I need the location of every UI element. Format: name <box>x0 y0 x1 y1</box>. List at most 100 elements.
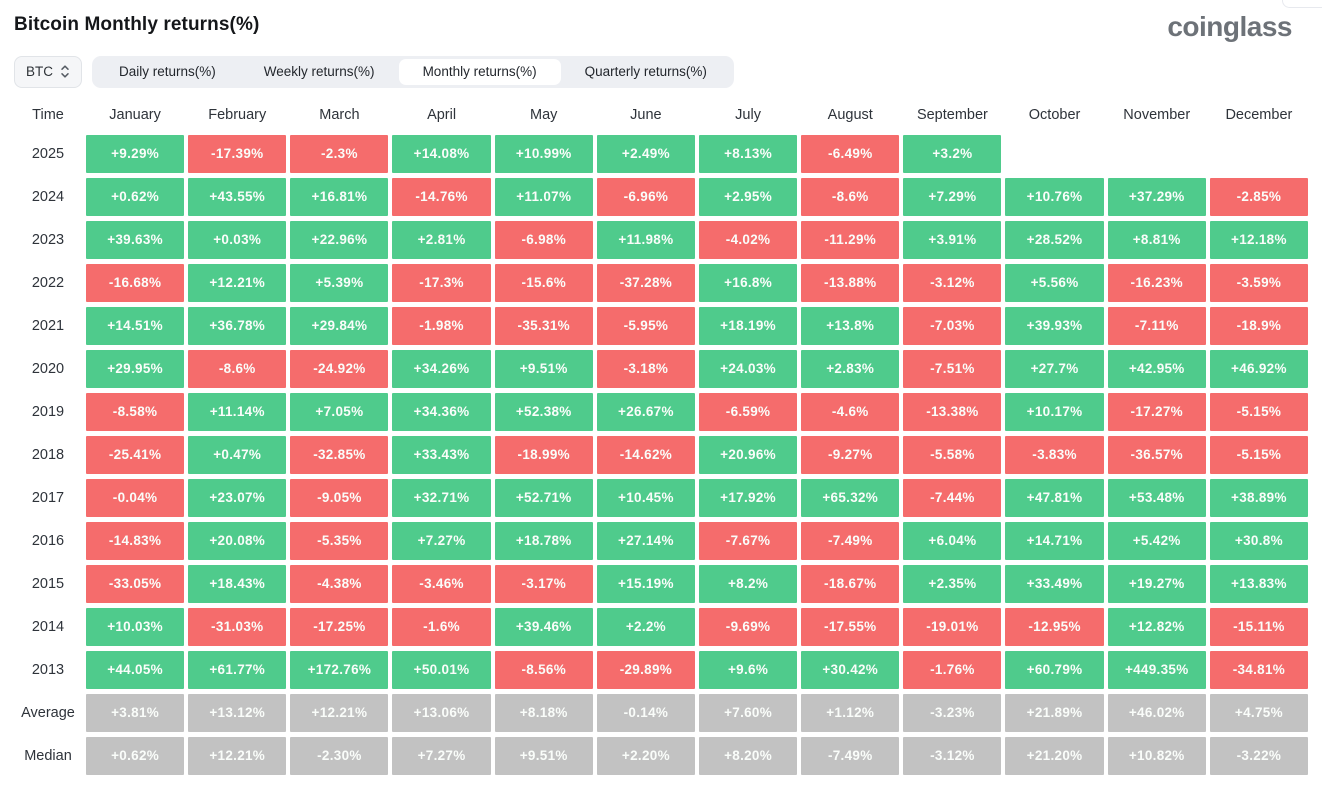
return-cell-2014-october: -12.95% <box>1005 607 1104 646</box>
return-cell-2015-december: +13.83% <box>1209 564 1308 603</box>
tab-monthly-returns[interactable]: Monthly returns(%) <box>398 58 561 85</box>
return-cell-median-january: +0.62% <box>86 736 185 775</box>
return-cell-2013-june: -29.89% <box>596 650 695 689</box>
return-cell-2017-march: -9.05% <box>290 478 389 517</box>
return-cell-2015-june: +15.19% <box>596 564 695 603</box>
return-cell-2021-may: -35.31% <box>494 306 593 345</box>
return-cell-2021-december: -18.9% <box>1209 306 1308 345</box>
return-cell-2019-october: +10.17% <box>1005 392 1104 431</box>
return-cell-2013-november: +449.35% <box>1107 650 1206 689</box>
column-header-december: December <box>1225 106 1293 123</box>
return-cell-2019-september: -13.38% <box>903 392 1002 431</box>
row-label-2014: 2014 <box>31 618 65 635</box>
empty-cell-2025-december <box>1210 135 1308 173</box>
column-header-october: October <box>1028 106 1081 123</box>
return-cell-2020-april: +34.26% <box>392 349 491 388</box>
return-cell-2014-september: -19.01% <box>903 607 1002 646</box>
return-cell-2025-march: -2.3% <box>290 134 389 173</box>
return-cell-2023-june: +11.98% <box>596 220 695 259</box>
row-label-2024: 2024 <box>31 188 65 205</box>
coinglass-logo: coinglass <box>1167 11 1292 42</box>
return-cell-2021-february: +36.78% <box>188 306 287 345</box>
return-cell-2019-march: +7.05% <box>290 392 389 431</box>
return-cell-2014-june: +2.2% <box>596 607 695 646</box>
return-cell-2014-january: +10.03% <box>86 607 185 646</box>
return-cell-2022-september: -3.12% <box>903 263 1002 302</box>
return-cell-average-december: +4.75% <box>1209 693 1308 732</box>
return-cell-average-april: +13.06% <box>392 693 491 732</box>
coin-selector[interactable]: BTC <box>14 55 82 88</box>
empty-cell-2025-october <box>1005 135 1103 173</box>
return-cell-average-june: -0.14% <box>596 693 695 732</box>
return-cell-2024-may: +11.07% <box>494 177 593 216</box>
return-cell-2017-november: +53.48% <box>1107 478 1206 517</box>
return-cell-2022-august: -13.88% <box>801 263 900 302</box>
return-cell-2018-november: -36.57% <box>1107 435 1206 474</box>
return-cell-2024-august: -8.6% <box>801 177 900 216</box>
return-cell-2022-june: -37.28% <box>596 263 695 302</box>
return-cell-2023-august: -11.29% <box>801 220 900 259</box>
return-cell-2021-november: -7.11% <box>1107 306 1206 345</box>
return-cell-2017-may: +52.71% <box>494 478 593 517</box>
return-cell-2018-july: +20.96% <box>698 435 798 474</box>
return-cell-2022-november: -16.23% <box>1107 263 1206 302</box>
column-header-november: November <box>1123 106 1191 123</box>
return-cell-2021-september: -7.03% <box>903 306 1002 345</box>
tab-daily-returns[interactable]: Daily returns(%) <box>119 64 216 80</box>
return-cell-median-may: +9.51% <box>494 736 593 775</box>
return-cell-2021-july: +18.19% <box>698 306 798 345</box>
column-header-february: February <box>208 106 267 123</box>
return-cell-2021-june: -5.95% <box>596 306 695 345</box>
page: Bitcoin Monthly returns(%) coinglass BTC… <box>14 11 1308 775</box>
return-cell-2023-july: -4.02% <box>698 220 798 259</box>
return-cell-2016-october: +14.71% <box>1005 521 1104 560</box>
return-cell-2013-july: +9.6% <box>698 650 798 689</box>
return-cell-median-july: +8.20% <box>698 736 798 775</box>
return-cell-2018-september: -5.58% <box>903 435 1002 474</box>
tab-quarterly-returns[interactable]: Quarterly returns(%) <box>584 64 707 80</box>
return-cell-median-june: +2.20% <box>596 736 695 775</box>
return-cell-2020-august: +2.83% <box>801 349 900 388</box>
return-cell-2025-april: +14.08% <box>392 134 491 173</box>
return-cell-median-november: +10.82% <box>1107 736 1206 775</box>
column-header-january: January <box>109 106 161 123</box>
return-cell-2019-august: -4.6% <box>801 392 900 431</box>
return-cell-2017-september: -7.44% <box>903 478 1002 517</box>
controls-row: BTC Daily returns(%) Weekly returns(%) M… <box>14 55 1308 88</box>
return-cell-2016-july: -7.67% <box>698 521 798 560</box>
return-cell-2021-april: -1.98% <box>392 306 491 345</box>
row-label-2021: 2021 <box>31 317 65 334</box>
return-cell-2020-january: +29.95% <box>86 349 185 388</box>
return-cell-2016-august: -7.49% <box>801 521 900 560</box>
return-cell-median-march: -2.30% <box>290 736 389 775</box>
return-cell-2015-september: +2.35% <box>903 564 1002 603</box>
return-cell-2013-may: -8.56% <box>494 650 593 689</box>
return-cell-2024-november: +37.29% <box>1107 177 1206 216</box>
return-cell-2015-august: -18.67% <box>801 564 900 603</box>
row-label-2018: 2018 <box>31 446 65 463</box>
return-cell-average-september: -3.23% <box>903 693 1002 732</box>
return-cell-2020-july: +24.03% <box>698 349 798 388</box>
return-cell-2016-march: -5.35% <box>290 521 389 560</box>
return-cell-2017-july: +17.92% <box>698 478 798 517</box>
column-header-may: May <box>530 106 558 123</box>
row-label-2017: 2017 <box>31 489 65 506</box>
return-cell-2019-july: -6.59% <box>698 392 798 431</box>
return-cell-median-august: -7.49% <box>801 736 900 775</box>
return-cell-2015-february: +18.43% <box>188 564 287 603</box>
tab-weekly-returns[interactable]: Weekly returns(%) <box>263 64 375 80</box>
return-cell-2022-february: +12.21% <box>188 263 287 302</box>
return-cell-2020-november: +42.95% <box>1107 349 1206 388</box>
return-cell-average-october: +21.89% <box>1005 693 1104 732</box>
return-cell-2022-july: +16.8% <box>698 263 798 302</box>
return-cell-2022-march: +5.39% <box>290 263 389 302</box>
return-cell-2023-december: +12.18% <box>1209 220 1308 259</box>
return-cell-2018-february: +0.47% <box>188 435 287 474</box>
sort-arrows-icon <box>60 64 70 79</box>
row-label-2022: 2022 <box>31 274 65 291</box>
return-cell-2014-april: -1.6% <box>392 607 491 646</box>
return-cell-2022-january: -16.68% <box>86 263 185 302</box>
return-cell-2021-march: +29.84% <box>290 306 389 345</box>
return-cell-median-december: -3.22% <box>1209 736 1308 775</box>
return-cell-2024-october: +10.76% <box>1005 177 1104 216</box>
